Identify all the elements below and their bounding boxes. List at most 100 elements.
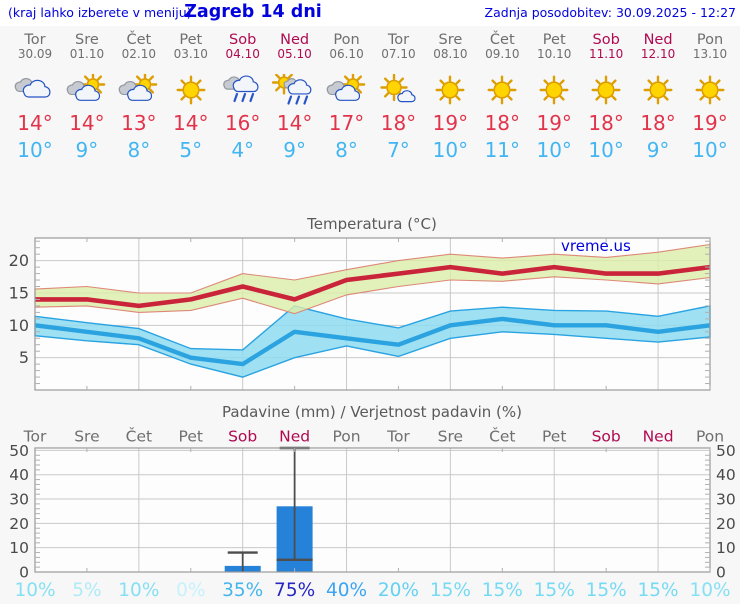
day-name-label: Ned <box>280 32 310 48</box>
precip-probability: 15% <box>638 580 679 600</box>
precip-probability: 5% <box>72 580 101 600</box>
svg-text:Sre: Sre <box>74 428 99 446</box>
page-header: (kraj lahko izberete v meniju) Zagreb 14… <box>0 0 740 26</box>
svg-text:Sob: Sob <box>592 428 621 446</box>
temp-min-value: 9° <box>283 138 306 162</box>
day-date-label: 05.10 <box>277 47 312 61</box>
temp-max-value: 18° <box>380 111 417 135</box>
day-name-label: Tor <box>24 32 46 48</box>
temp-max-value: 16° <box>224 111 261 135</box>
svg-text:Sob: Sob <box>228 428 257 446</box>
svg-text:10: 10 <box>9 316 29 335</box>
day-date-label: 10.10 <box>537 47 572 61</box>
svg-text:50: 50 <box>9 442 29 460</box>
precip-probability: 15% <box>534 580 575 600</box>
day-date-label: 04.10 <box>225 47 260 61</box>
day-name-label: Sob <box>229 32 257 48</box>
day-date-label: 30.09 <box>17 47 53 61</box>
day-date-label: 12.10 <box>640 47 676 61</box>
sunny-weather-icon <box>583 74 629 106</box>
temp-max-value: 19° <box>432 111 469 135</box>
svg-text:40: 40 <box>9 466 29 484</box>
temp-min-value: 9° <box>646 138 670 162</box>
svg-text:0: 0 <box>19 564 29 582</box>
svg-text:Čet: Čet <box>126 427 152 446</box>
day-name-label: Čet <box>489 32 515 48</box>
watermark-link[interactable]: vreme.us <box>561 237 631 255</box>
svg-text:Ned: Ned <box>279 428 310 446</box>
day-column: Sre 08.10 19° 10° <box>423 33 477 173</box>
temperature-chart-container: 5 10 15 20 Temperatura (°C) vreme.us <box>0 213 740 405</box>
precip-axis-ticks <box>35 448 711 572</box>
day-column: Sob 11.10 18° 10° <box>579 33 633 173</box>
temp-min-value: 10° <box>17 138 53 162</box>
precip-probability: 10% <box>118 580 159 600</box>
temp-max-value: 19° <box>692 111 728 135</box>
svg-text:10: 10 <box>716 539 736 557</box>
day-column: Čet 09.10 18° 11° <box>475 33 529 173</box>
sunrain-weather-icon <box>271 70 318 106</box>
temp-min-value: 5° <box>179 138 203 162</box>
day-date-label: 01.10 <box>69 47 105 61</box>
temp-min-line <box>34 316 711 367</box>
precip-probability: 40% <box>326 580 367 600</box>
precip-probability: 15% <box>586 580 627 600</box>
precip-probability: 15% <box>430 580 471 600</box>
temp-max-value: 14° <box>276 111 313 135</box>
day-date-label: 09.10 <box>485 47 520 61</box>
precip-gridlines <box>35 448 710 572</box>
day-date-label: 07.10 <box>381 47 416 61</box>
temp-max-value: 18° <box>588 111 624 135</box>
temp-min-value: 10° <box>432 138 469 162</box>
temp-min-value: 9° <box>75 138 99 162</box>
day-date-label: 13.10 <box>692 47 728 61</box>
day-name-label: Čet <box>126 32 152 48</box>
temp-max-value: 14° <box>173 111 209 135</box>
day-date-label: 06.10 <box>329 47 364 61</box>
precip-probability: 0% <box>176 580 205 600</box>
temp-max-value: 19° <box>536 111 572 135</box>
precip-chart-title: Padavine (mm) / Verjetnost padavin (%) <box>222 405 522 421</box>
day-column: Sob 04.10 16° 4° <box>216 33 270 173</box>
day-column: Sre 01.10 14° 9° <box>60 33 114 173</box>
sunny-weather-icon <box>687 74 733 106</box>
svg-text:15: 15 <box>9 284 29 303</box>
svg-text:50: 50 <box>716 442 736 460</box>
precipitation-chart: 0 0 10 10 20 20 30 30 40 40 50 50 Padavine (mm) / Ve… <box>9 403 735 601</box>
svg-text:Sre: Sre <box>438 428 463 446</box>
temp-min-value: 10° <box>692 138 728 162</box>
temp-max-value: 14° <box>17 111 53 135</box>
day-name-label: Pon <box>333 32 360 48</box>
svg-text:Ned: Ned <box>643 428 674 446</box>
svg-text:10: 10 <box>9 539 29 557</box>
precip-probability-row: 10% 5% 10% 0% 35% 75% 40% 20% 15% 15% 15% 15% 15% 10% <box>14 580 730 601</box>
svg-text:Čet: Čet <box>489 427 515 446</box>
sunny-weather-icon <box>479 74 525 106</box>
sunny-weather-icon <box>168 74 214 106</box>
partly-weather-icon <box>324 72 370 106</box>
temp-min-value: 8° <box>335 138 358 162</box>
temp-max-value: 18° <box>484 111 521 135</box>
partly-weather-icon <box>64 72 110 106</box>
temp-max-line <box>35 264 711 309</box>
cloudy-weather-icon <box>12 74 58 106</box>
location-menu-note: (kraj lahko izberete v meniju) <box>8 5 192 20</box>
day-column: Pon 06.10 17° 8° <box>320 33 374 173</box>
mostlysunny-weather-icon <box>375 73 421 106</box>
partly-weather-icon <box>116 72 162 106</box>
svg-text:Tor: Tor <box>23 428 47 446</box>
precip-probability: 75% <box>274 580 315 600</box>
svg-text:Tor: Tor <box>386 428 410 446</box>
svg-text:0: 0 <box>716 564 726 582</box>
temp-min-value: 4° <box>231 138 255 162</box>
svg-text:Pet: Pet <box>542 428 566 446</box>
temp-min-value: 11° <box>484 138 521 162</box>
precip-y-labels: 0 0 10 10 20 20 30 30 40 40 50 50 <box>9 442 735 582</box>
day-name-label: Ned <box>643 32 673 48</box>
temp-axis-ticks <box>35 238 711 390</box>
temp-y-labels: 5 10 15 20 <box>9 251 29 367</box>
day-name-label: Sob <box>592 32 620 48</box>
svg-text:Pet: Pet <box>179 428 203 446</box>
day-column: Pet 03.10 14° 5° <box>164 33 218 173</box>
